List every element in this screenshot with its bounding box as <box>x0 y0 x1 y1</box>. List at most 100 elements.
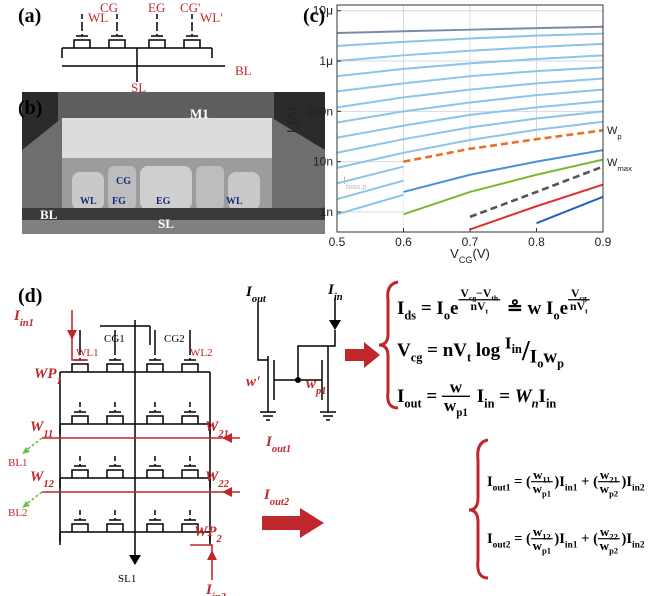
equation-part: )I <box>622 531 633 547</box>
numerator: w 11 <box>533 467 550 485</box>
label-main: I <box>327 282 335 298</box>
equation-part: I <box>487 474 493 490</box>
denominator: nV t <box>570 300 588 316</box>
label: wp1 <box>306 376 327 397</box>
label-sub: p1 <box>315 386 327 397</box>
denominator: w p2 <box>600 538 618 556</box>
equation-part: p2 <box>609 546 618 556</box>
equation-part: p1 <box>542 489 551 499</box>
equation-part: = ( <box>511 474 532 490</box>
label: WP2 <box>194 524 223 545</box>
equation-part: V <box>397 340 411 361</box>
label: BL <box>40 207 58 222</box>
denominator: w p2 <box>600 481 618 499</box>
label: CG' <box>180 0 200 15</box>
series-line <box>403 129 603 163</box>
label: (b) <box>18 97 42 119</box>
equation-part: in2 <box>632 540 645 550</box>
series-line <box>337 88 603 124</box>
label: (c) <box>303 5 325 27</box>
series-line <box>536 195 603 225</box>
label-sub: max <box>617 164 632 173</box>
numerator: w 12 <box>533 524 551 542</box>
y-tick-label: 1μ <box>319 54 333 68</box>
series-line <box>337 77 603 109</box>
equation-part: = <box>494 386 514 407</box>
label: Ibias,p <box>343 175 367 191</box>
label: Iout2 <box>263 487 290 508</box>
label: SL <box>158 216 174 231</box>
series-line <box>403 158 603 216</box>
label: EG <box>156 196 171 207</box>
x-tick-label: 0.7 <box>462 235 479 249</box>
equation-part: V <box>571 287 580 300</box>
equation-part: I <box>397 386 404 407</box>
label-unit: (A) <box>284 107 299 124</box>
label-unit: (V) <box>472 246 489 261</box>
equation-part: 12 <box>542 532 550 542</box>
label-sub: in1 <box>20 318 34 329</box>
label-main: I <box>245 284 253 300</box>
equation-part: in2 <box>632 483 645 493</box>
label: WL <box>88 10 108 25</box>
label-main: W <box>30 419 45 435</box>
y-tick-label: 100n <box>306 104 333 118</box>
x-tick-label: 0.6 <box>395 235 412 249</box>
equation-part: ds <box>404 309 416 323</box>
label-sub: 11 <box>43 429 53 440</box>
equation-part: o <box>444 309 450 323</box>
equation-part: e <box>450 298 458 319</box>
equation-part: 22 <box>609 532 617 542</box>
equation-part: w <box>543 347 557 368</box>
label: W11 <box>30 419 53 440</box>
label-sub: 12 <box>43 479 54 490</box>
equation-part: e <box>560 298 568 319</box>
equation-part: o <box>553 309 559 323</box>
label-sub: 2 <box>216 534 223 545</box>
label-sub: bias,p <box>346 182 367 191</box>
label: BL <box>235 63 252 78</box>
series-line <box>337 110 603 154</box>
equation-part: −V <box>476 287 492 300</box>
y-tick-label: 10μ <box>313 4 333 18</box>
label: SL1 <box>118 573 136 585</box>
label-sub: 1 <box>57 376 62 387</box>
equation-part: + ( <box>578 474 599 490</box>
label-main: W <box>205 469 220 485</box>
label: BL2 <box>8 507 28 519</box>
series-line <box>469 183 603 231</box>
label: WP1 <box>34 366 62 387</box>
equation-part: in1 <box>565 540 578 550</box>
schematic-a <box>61 14 225 82</box>
equation-part: = <box>422 386 442 407</box>
numerator: w 21 <box>600 467 618 485</box>
plot <box>337 5 603 232</box>
equation-part: th <box>491 294 499 303</box>
equation-part: w <box>533 481 543 496</box>
denominator: w p1 <box>444 396 468 419</box>
equation-part: in1 <box>565 483 578 493</box>
label: WL2 <box>190 347 213 359</box>
equation-part: n <box>532 397 539 411</box>
label: M1 <box>190 106 209 121</box>
equation-part: w <box>444 396 457 415</box>
label-main: I <box>284 129 299 133</box>
x-tick-label: 0.9 <box>595 235 612 249</box>
series-line <box>337 120 603 169</box>
array-circuit <box>22 310 240 580</box>
series-line <box>403 149 603 193</box>
plot-frame <box>336 4 604 233</box>
equation-part: nV <box>470 300 486 313</box>
equation-part: + ( <box>578 531 599 547</box>
equation-part: p1 <box>456 407 468 419</box>
denominator: w p1 <box>533 538 551 556</box>
label: CG <box>116 176 131 187</box>
equation-part: w <box>600 467 610 482</box>
label: CG1 <box>104 333 125 345</box>
label: WL1 <box>76 347 99 359</box>
equation-part: in <box>484 397 494 411</box>
